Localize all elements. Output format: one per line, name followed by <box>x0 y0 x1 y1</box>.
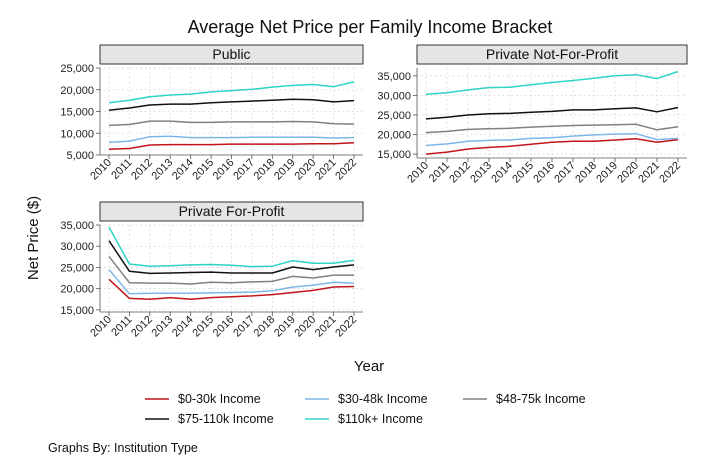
panel-strip <box>416 44 688 65</box>
x-tick-label: 2014 <box>170 314 196 340</box>
x-tick-label: 2022 <box>657 160 683 186</box>
series-line--75-110k-income <box>108 240 355 275</box>
series-line--110k-income <box>425 70 679 95</box>
x-tick-label: 2013 <box>468 160 494 186</box>
y-tick-label: 15,000 <box>60 107 94 119</box>
y-tick-label: 35,000 <box>60 220 94 232</box>
x-tick-label: 2019 <box>272 314 298 340</box>
x-tick-label: 2010 <box>405 160 431 186</box>
legend-label: $0-30k Income <box>178 392 261 406</box>
x-tick-label: 2020 <box>292 314 318 340</box>
x-tick-label: 2016 <box>531 160 557 186</box>
legend-label: $30-48k Income <box>338 392 428 406</box>
y-tick-label: 30,000 <box>377 90 411 102</box>
legend-label: $48-75k Income <box>496 392 586 406</box>
series-line--30-48k-income <box>108 269 355 295</box>
x-tick-label: 2018 <box>252 314 278 340</box>
x-tick-label: 2016 <box>211 314 237 340</box>
x-tick-label: 2017 <box>231 314 257 340</box>
x-tick-label: 2021 <box>636 160 662 186</box>
x-tick-label: 2022 <box>333 314 359 340</box>
panel-2: Private For-Profit 15,000 20,000 25,000 30,0… <box>60 201 364 340</box>
panels: Public5,00010,00015,00020,00025,00020102… <box>60 44 688 340</box>
x-tick-label: 2013 <box>150 157 176 183</box>
y-tick-label: 30,000 <box>60 241 94 253</box>
x-tick-label: 2020 <box>292 157 318 183</box>
legend: $0-30k Income $30-48k Income $48-75k Incom… <box>145 392 586 426</box>
series-line--0-30k-income <box>108 278 355 301</box>
series-line--48-75k-income <box>108 255 354 285</box>
panel-strip-label: Public <box>212 46 250 62</box>
y-tick-label: 15,000 <box>377 149 411 161</box>
chart-title: Average Net Price per Family Income Brac… <box>188 17 553 37</box>
x-tick-label: 2015 <box>190 314 216 340</box>
panel-strip-label: Private For-Profit <box>179 203 285 219</box>
x-tick-label: 2014 <box>489 160 515 186</box>
x-tick-label: 2013 <box>150 314 176 340</box>
x-tick-label: 2015 <box>510 160 536 186</box>
x-axis-title: Year <box>354 358 384 375</box>
y-tick-label: 10,000 <box>60 128 94 140</box>
series-line--0-30k-income <box>108 142 355 151</box>
series-line--75-110k-income <box>108 98 355 111</box>
series-line--75-110k-income <box>425 106 679 120</box>
caption: Graphs By: Institution Type <box>48 441 198 455</box>
panel-strip-label: Private Not-For-Profit <box>486 46 618 62</box>
x-tick-label: 2021 <box>313 314 339 340</box>
series-line--48-75k-income <box>425 123 679 134</box>
series-line--30-48k-income <box>425 132 679 147</box>
legend-label: $75-110k Income <box>178 412 274 426</box>
series-line--0-30k-income <box>425 138 679 155</box>
series-line--110k-income <box>108 226 355 268</box>
panel-1: Private Not-For-Profit 15,000 20,000 25,000… <box>377 44 688 186</box>
x-tick-label: 2012 <box>129 157 155 183</box>
x-tick-label: 2012 <box>129 314 155 340</box>
series-line--30-48k-income <box>108 135 355 144</box>
x-tick-label: 2020 <box>615 160 641 186</box>
series-line--48-75k-income <box>108 120 355 127</box>
x-tick-label: 2021 <box>313 157 339 183</box>
x-tick-label: 2018 <box>573 160 599 186</box>
x-tick-label: 2017 <box>231 157 257 183</box>
y-tick-label: 15,000 <box>60 305 94 317</box>
y-tick-label: 25,000 <box>60 262 94 274</box>
legend-label: $110k+ Income <box>338 412 423 426</box>
x-tick-label: 2011 <box>109 314 134 339</box>
x-tick-label: 2012 <box>447 160 473 186</box>
y-tick-label: 35,000 <box>377 71 411 83</box>
x-tick-label: 2014 <box>170 157 196 183</box>
y-tick-label: 25,000 <box>377 110 411 122</box>
y-tick-label: 20,000 <box>377 130 411 142</box>
y-tick-label: 25,000 <box>60 63 94 75</box>
x-tick-label: 2011 <box>427 160 452 185</box>
x-tick-label: 2015 <box>190 157 216 183</box>
x-tick-label: 2019 <box>272 157 298 183</box>
panel-strip <box>99 44 364 65</box>
x-tick-label: 2010 <box>88 314 114 340</box>
x-tick-label: 2019 <box>594 160 620 186</box>
x-tick-label: 2022 <box>333 157 359 183</box>
series-line--110k-income <box>108 81 355 104</box>
y-tick-label: 5,000 <box>66 150 94 162</box>
x-tick-label: 2018 <box>252 157 278 183</box>
y-axis-title: Net Price ($) <box>25 196 42 280</box>
panel-0: Public5,00010,00015,00020,00025,00020102… <box>60 44 364 183</box>
x-tick-label: 2017 <box>552 160 578 186</box>
y-tick-label: 20,000 <box>60 284 94 296</box>
y-tick-label: 20,000 <box>60 85 94 97</box>
x-tick-label: 2016 <box>211 157 237 183</box>
x-tick-label: 2011 <box>109 157 134 182</box>
panel-strip <box>99 201 364 222</box>
